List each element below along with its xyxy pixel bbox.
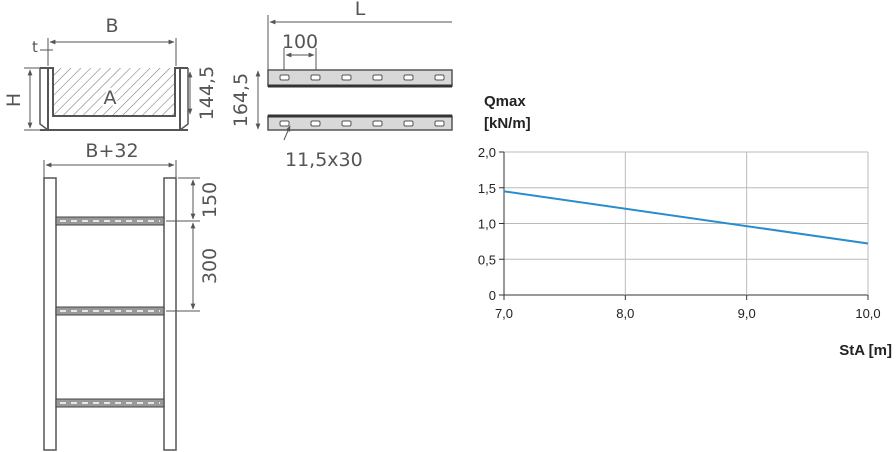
cross-section-profile	[40, 67, 188, 131]
y-tick-label: 0,5	[478, 252, 496, 267]
y-tick-label: 1,5	[478, 181, 496, 196]
side-view: L 100 164,5 11,5x30	[230, 0, 453, 171]
dim-100-label: 100	[282, 31, 318, 53]
y-tick-label: 0	[489, 288, 496, 303]
y-tick-label: 1,0	[478, 217, 496, 232]
dim-300-label: 300	[199, 248, 221, 284]
slots-top	[279, 74, 445, 81]
area-a-label-halo: A	[104, 87, 117, 109]
ladder-rail-right	[163, 177, 177, 451]
ladder-rail-left	[43, 177, 57, 451]
top-view-ladder: B+32 150 300	[43, 140, 221, 451]
slot-hole	[279, 120, 290, 127]
series-line-qmax	[503, 190, 869, 245]
ladder-rung	[55, 398, 165, 408]
side-rail-top	[267, 69, 453, 87]
chart-xlabel: StA [m]	[839, 342, 892, 359]
chart-series	[503, 190, 869, 245]
area-a-label: A	[104, 87, 117, 109]
slot-hole	[310, 120, 321, 127]
dim-h-label: H	[3, 93, 25, 107]
chart-grid	[503, 151, 869, 296]
dim-b32-label: B+32	[85, 140, 138, 162]
dim-144-label: 144,5	[196, 66, 218, 120]
slots-bottom	[279, 120, 445, 127]
slot-hole	[372, 120, 383, 127]
slot-hole	[434, 74, 445, 81]
x-tick-label: 7,0	[495, 306, 513, 321]
x-tick-label: 8,0	[616, 306, 634, 321]
x-tick-label: 9,0	[738, 306, 756, 321]
cross-section-view: B t H A A 144,5	[3, 15, 218, 131]
dim-t-label: t	[32, 38, 38, 56]
ladder-rung	[55, 216, 165, 226]
ladder-rung	[55, 306, 165, 316]
slot-hole	[372, 74, 383, 81]
slot-leader	[283, 125, 291, 141]
dim-164-label: 164,5	[230, 73, 252, 127]
slot-hole	[279, 74, 290, 81]
chart-ylabel-unit: [kN/m]	[484, 115, 531, 132]
slot-hole	[310, 74, 321, 81]
x-tick-label: 10,0	[855, 306, 880, 321]
side-rail-bottom	[267, 115, 453, 131]
slot-hole	[403, 74, 414, 81]
slot-hole	[341, 74, 352, 81]
chart-ylabel-qmax: Qmax	[484, 93, 526, 110]
dim-150-label: 150	[199, 182, 221, 218]
load-chart: Qmax [kN/m] 0 0,5 1,0 1,5 2,0 7,0 8,0 9,0 10,0 S…	[478, 93, 892, 359]
cross-section-area-hatch	[52, 68, 176, 115]
y-tick-label: 2,0	[478, 145, 496, 160]
dim-l-label: L	[355, 0, 366, 20]
slot-size-label: 11,5x30	[285, 149, 363, 171]
slot-hole	[434, 120, 445, 127]
slot-hole	[341, 120, 352, 127]
chart-ticks: 0 0,5 1,0 1,5 2,0 7,0 8,0 9,0 10,0	[478, 145, 881, 321]
slot-hole	[403, 120, 414, 127]
dim-b-label: B	[105, 15, 118, 37]
